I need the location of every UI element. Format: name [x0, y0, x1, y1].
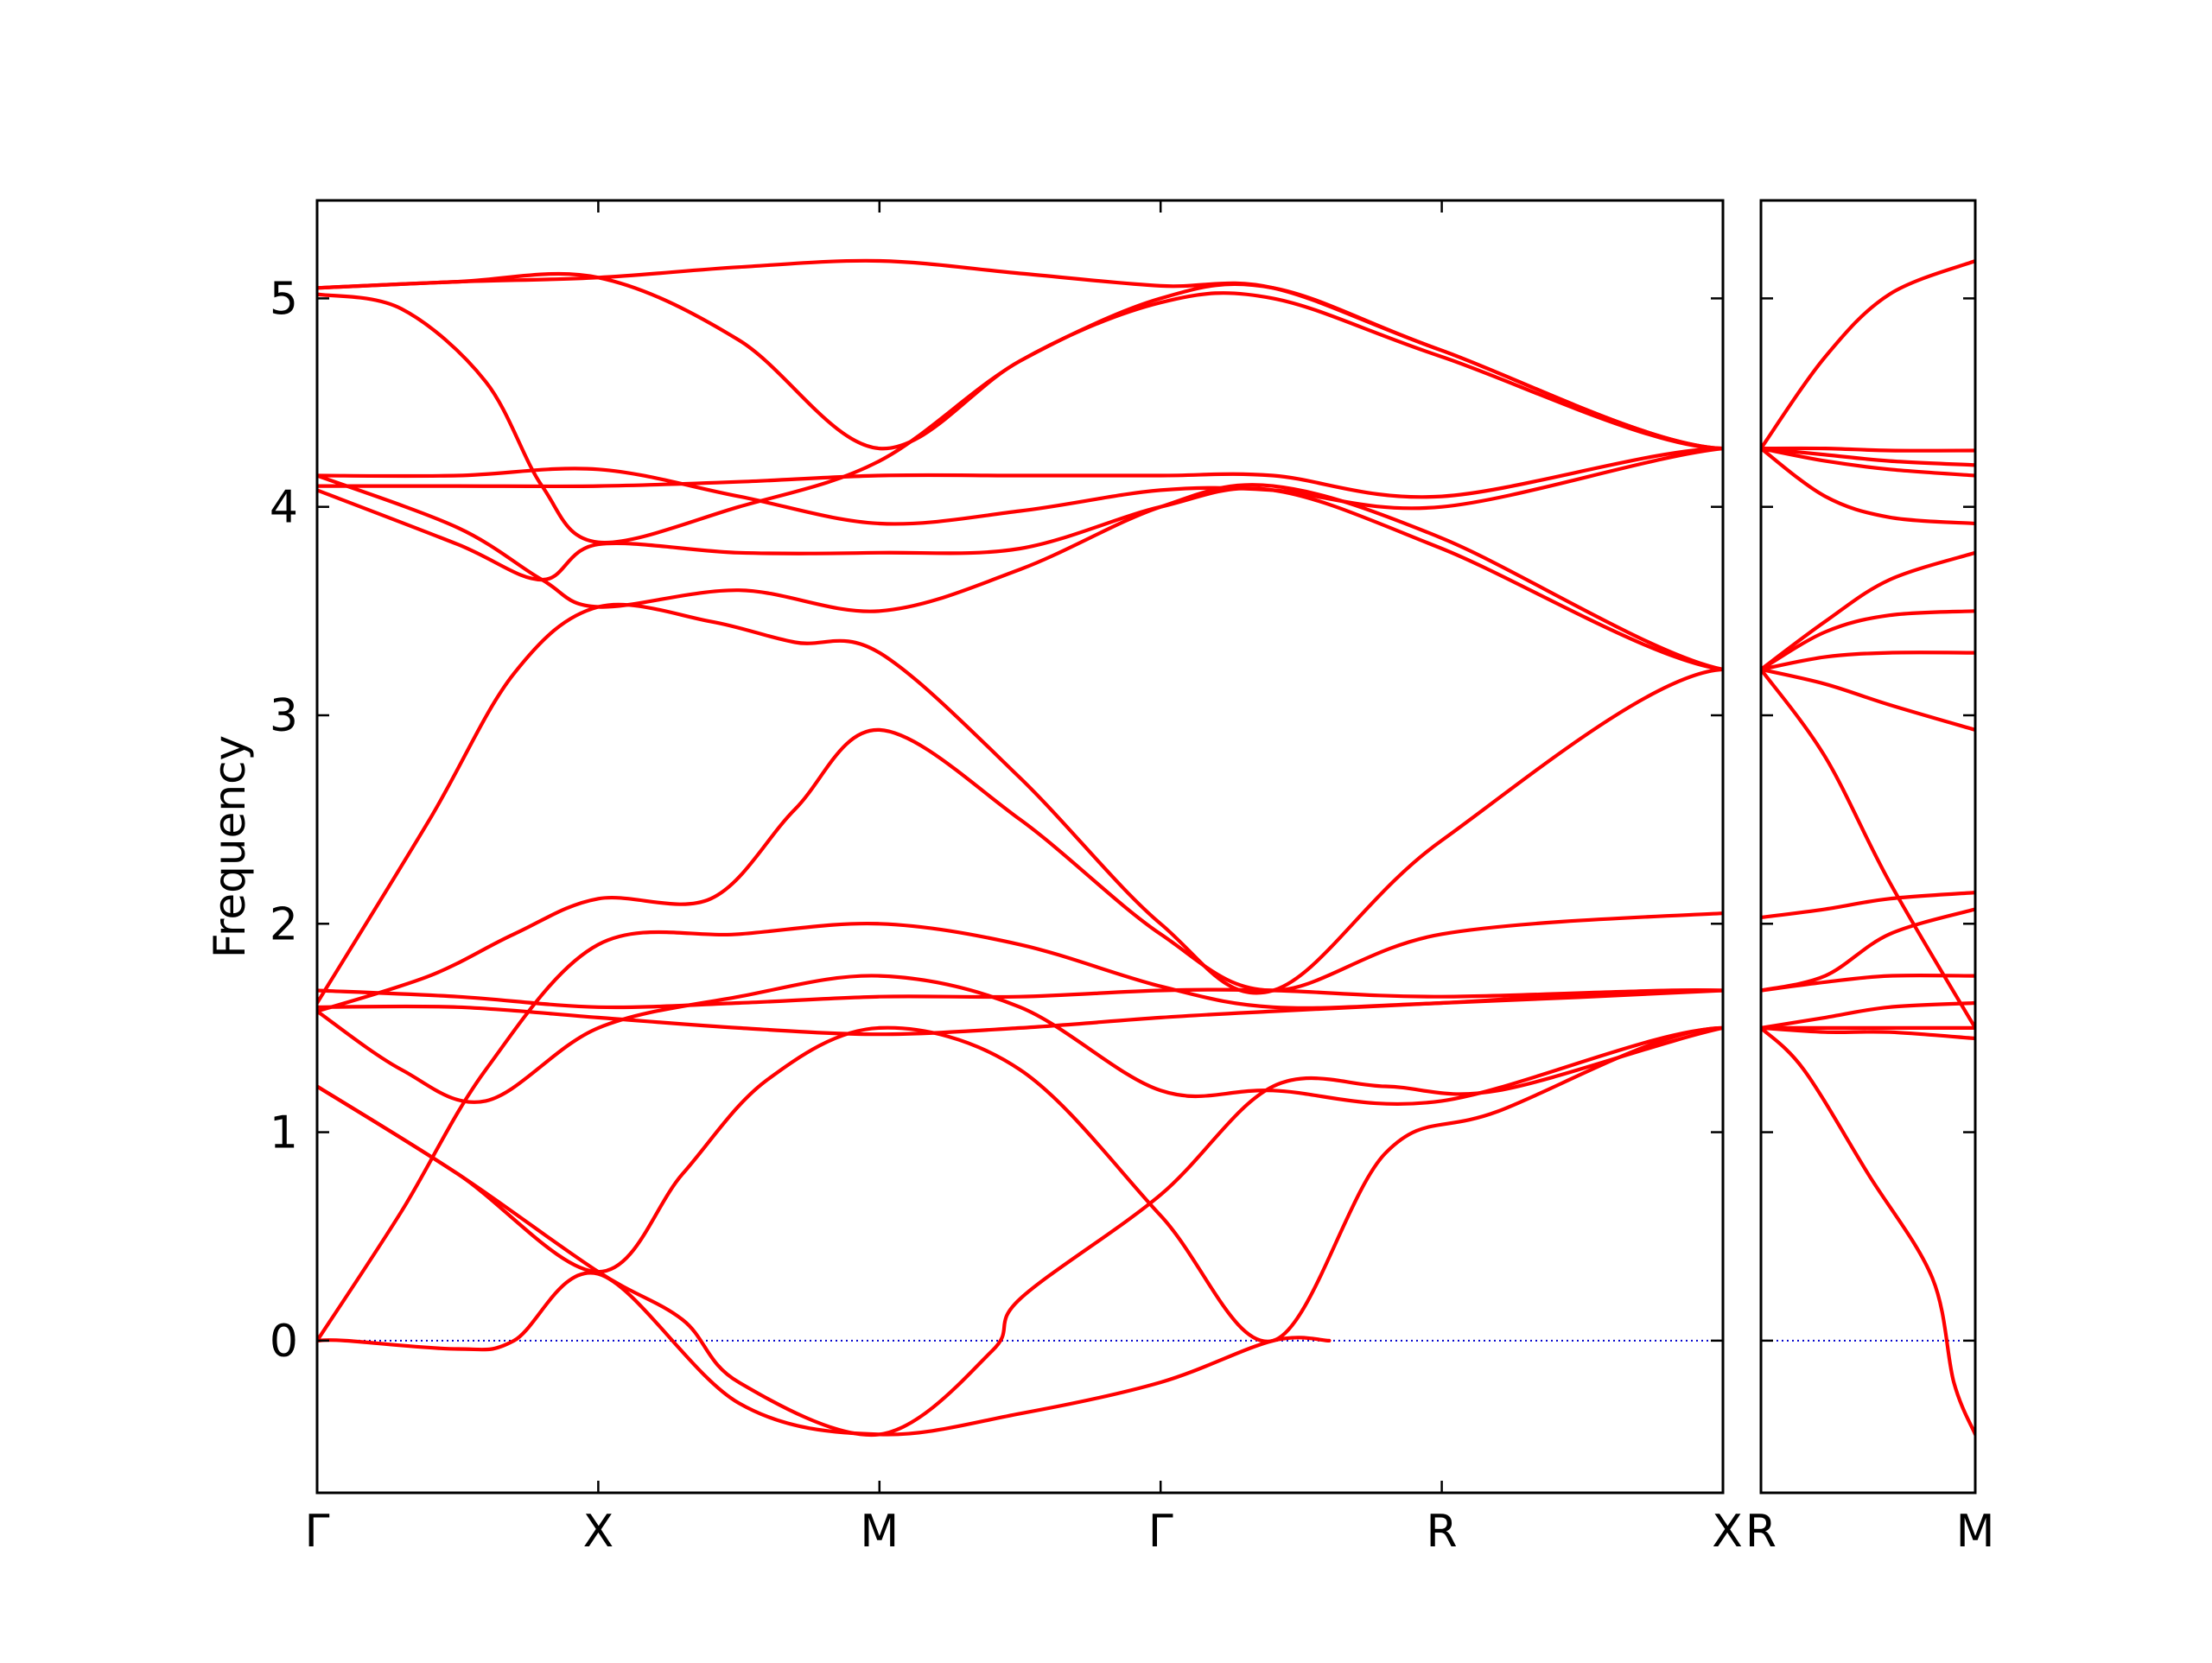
band-line-1-9	[317, 602, 1723, 1006]
band-line-2-9	[1761, 667, 1975, 732]
band-line-2-17	[1761, 258, 1975, 451]
y-tick-label-3: 3	[270, 690, 298, 742]
band-line-1-4	[317, 1025, 1723, 1343]
band-line-2-16	[1761, 446, 1975, 453]
y-axis-label: Frequency	[205, 735, 255, 958]
band-line-2-7	[1761, 891, 1975, 920]
band-line-1-16	[317, 258, 1723, 451]
band-line-2-2	[1761, 1025, 1975, 1041]
band-line-1-12	[317, 447, 1723, 499]
plot-frame-2	[1759, 199, 1977, 1495]
band-line-2-11	[1761, 609, 1975, 671]
y-tick-label-4: 4	[270, 482, 298, 534]
band-line-1-10	[317, 486, 1723, 672]
band-line-1-11	[317, 473, 1723, 672]
band-line-2-14	[1761, 447, 1975, 478]
x-tick-label-2-1: R	[1745, 1506, 1777, 1558]
band-line-1-7	[317, 987, 1723, 1010]
band-line-1-3	[317, 974, 1723, 1107]
band-line-2-10	[1761, 651, 1975, 671]
plot-frame-1	[315, 199, 1725, 1495]
y-tick-label-1: 1	[270, 1108, 298, 1159]
band-line-2-12	[1761, 550, 1975, 671]
x-tick-label-2-2: M	[1956, 1506, 1995, 1558]
band-line-1-1	[317, 1271, 1332, 1437]
band-line-2-8	[1761, 667, 1975, 1030]
y-tick-label-0: 0	[270, 1316, 298, 1368]
band-line-2-4	[1761, 1000, 1975, 1030]
y-tick-label-5: 5	[270, 273, 298, 325]
band-line-2-15	[1761, 447, 1975, 467]
y-tick-label-2: 2	[270, 898, 298, 950]
band-line-1-6	[317, 988, 1723, 1037]
x-tick-label-1-1: Γ	[305, 1506, 330, 1558]
band-line-2-13	[1761, 447, 1975, 526]
x-tick-label-1-2: X	[583, 1506, 614, 1558]
x-tick-label-1-4: Γ	[1148, 1506, 1173, 1558]
band-line-1-14	[317, 291, 1723, 545]
band-line-2-5	[1761, 973, 1975, 993]
band-line-1-5	[317, 1025, 1723, 1438]
band-line-2-1	[1761, 1025, 1975, 1437]
band-line-1-15	[317, 271, 1723, 451]
x-tick-label-1-6: X	[1712, 1506, 1743, 1558]
band-line-2-6	[1761, 907, 1975, 993]
band-line-1-8	[317, 727, 1723, 1013]
x-tick-label-1-5: R	[1427, 1506, 1458, 1558]
band-line-1-13	[317, 446, 1723, 526]
x-tick-label-1-3: M	[860, 1506, 899, 1558]
